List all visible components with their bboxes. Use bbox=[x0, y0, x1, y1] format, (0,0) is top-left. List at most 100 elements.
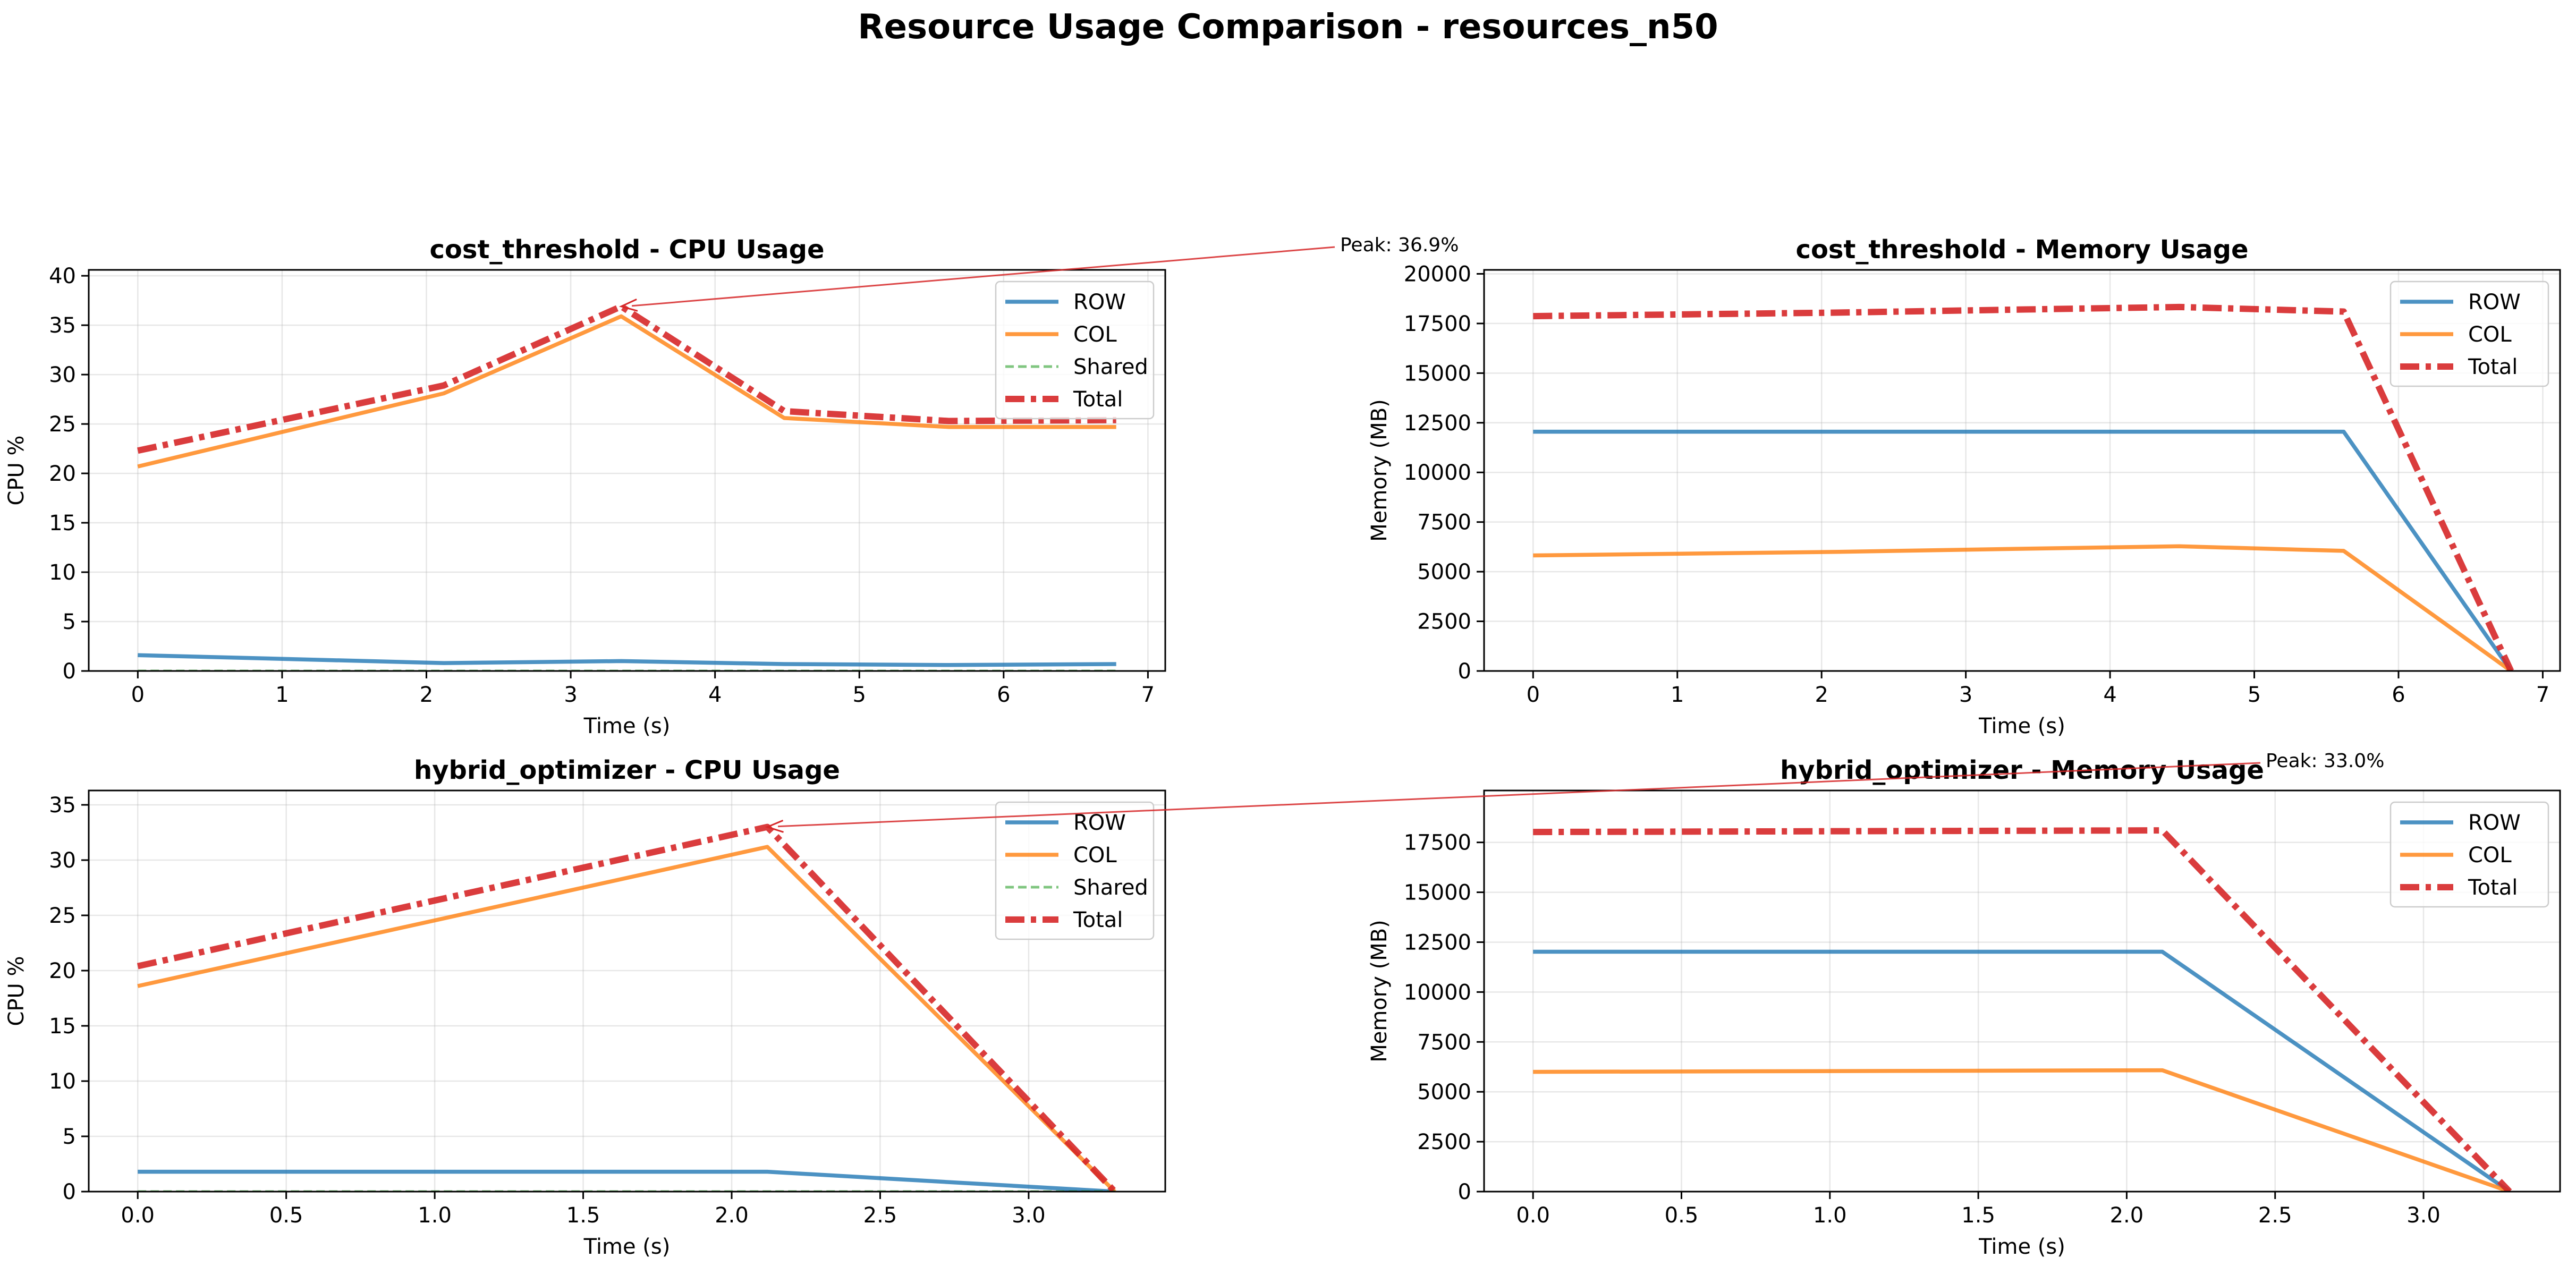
legend-label-shared: Shared bbox=[1073, 355, 1148, 379]
series-line-total bbox=[1533, 303, 2514, 671]
series-lines bbox=[1533, 303, 2514, 671]
peak-arrow-line bbox=[778, 762, 2261, 828]
legend-label-row: ROW bbox=[2468, 290, 2521, 314]
y-tick-label: 20 bbox=[49, 462, 76, 486]
x-tick-label: 7 bbox=[2536, 683, 2549, 707]
axes-frame bbox=[88, 269, 1166, 672]
y-axis-label: Memory (MB) bbox=[1367, 399, 1392, 542]
chart-panel-1: 0 1 2 3 4 5 6 7 0 5 10 15 20 25 30 35 40 cost_threshold -… bbox=[4, 235, 1166, 738]
x-axis-label: Time (s) bbox=[583, 1235, 671, 1259]
series-line-row bbox=[1533, 429, 2513, 671]
x-tick-label: 6 bbox=[997, 683, 1010, 707]
x-axis-label: Time (s) bbox=[1978, 714, 2065, 738]
series-lines bbox=[1533, 827, 2512, 1192]
y-tick-label: 0 bbox=[63, 1180, 76, 1204]
legend-label-row: ROW bbox=[1073, 811, 1126, 835]
y-tick-label: 0 bbox=[63, 659, 76, 684]
peak-annotation-label: Peak: 36.9% bbox=[1340, 234, 1459, 256]
chart-panel-3: 0.0 0.5 1.0 1.5 2.0 2.5 3.0 0 5 10 15 20 25 30 35 hybri… bbox=[4, 755, 1166, 1259]
x-tick-label: 0.0 bbox=[121, 1203, 155, 1228]
x-tick-label: 0.0 bbox=[1516, 1203, 1550, 1228]
x-tick-label: 0.5 bbox=[269, 1203, 303, 1228]
x-tick-label: 1 bbox=[1671, 683, 1684, 707]
x-tick-label: 1.5 bbox=[1961, 1203, 1995, 1228]
x-tick-label: 2 bbox=[1815, 683, 1828, 707]
x-tick-label: 0 bbox=[1527, 683, 1540, 707]
legend-label-row: ROW bbox=[1073, 290, 1126, 314]
y-tick-label: 15 bbox=[49, 1014, 76, 1039]
y-tick-label: 20 bbox=[49, 959, 76, 983]
axes-frame bbox=[88, 789, 1166, 1193]
y-tick-label: 35 bbox=[49, 793, 76, 818]
y-tick-label: 15000 bbox=[1404, 361, 1471, 386]
y-tick-label: 25 bbox=[49, 412, 76, 437]
y-tick-label: 2500 bbox=[1417, 610, 1471, 634]
chart-panel-2: 0 1 2 3 4 5 6 7 0 2500 5000 7500 10000 12500 15000 1750… bbox=[1367, 235, 2561, 738]
series-line-col bbox=[137, 845, 1116, 1192]
y-tick-label: 17500 bbox=[1404, 831, 1471, 855]
series-line-total bbox=[137, 303, 1116, 454]
legend: ROW COL Total bbox=[2389, 280, 2549, 387]
axes-frame bbox=[1483, 789, 2561, 1193]
x-tick-label: 3.0 bbox=[2406, 1203, 2441, 1228]
x-tick-label: 2.5 bbox=[2258, 1203, 2292, 1228]
x-tick-label: 7 bbox=[1141, 683, 1155, 707]
legend-label-shared: Shared bbox=[1073, 876, 1148, 900]
legend-label-total: Total bbox=[1073, 387, 1123, 412]
y-axis-label: CPU % bbox=[4, 956, 29, 1026]
legend-label-col: COL bbox=[2468, 322, 2512, 347]
y-axis-label: CPU % bbox=[4, 435, 29, 505]
y-tick-label: 2500 bbox=[1417, 1130, 1471, 1154]
legend-label-col: COL bbox=[1073, 322, 1117, 347]
peak-annotation: Peak: 33.0% bbox=[765, 750, 2384, 833]
y-tick-label: 30 bbox=[49, 848, 76, 873]
x-tick-label: 3 bbox=[564, 683, 577, 707]
x-tick-label: 1.5 bbox=[566, 1203, 600, 1228]
y-tick-label: 7500 bbox=[1417, 1030, 1471, 1055]
peak-arrow-head bbox=[618, 298, 638, 312]
chart-panel-4: 0.0 0.5 1.0 1.5 2.0 2.5 3.0 0 2500 5000 7500 10000 1… bbox=[1367, 755, 2561, 1259]
series-line-row bbox=[138, 653, 1116, 667]
x-tick-label: 2.5 bbox=[863, 1203, 897, 1228]
y-tick-label: 10 bbox=[49, 1069, 76, 1094]
x-tick-label: 1.0 bbox=[418, 1203, 452, 1228]
peak-annotation: Peak: 36.9% bbox=[618, 234, 1459, 312]
x-axis-label: Time (s) bbox=[583, 714, 671, 738]
y-tick-label: 25 bbox=[49, 904, 76, 928]
series-line-col bbox=[137, 314, 1116, 469]
legend-box bbox=[995, 280, 1155, 420]
y-tick-label: 30 bbox=[49, 363, 76, 387]
y-tick-label: 15000 bbox=[1404, 881, 1471, 905]
legend-label-total: Total bbox=[2468, 355, 2518, 379]
x-tick-label: 2.0 bbox=[2110, 1203, 2144, 1228]
series-line-row bbox=[1533, 949, 2511, 1192]
series-lines bbox=[137, 303, 1116, 671]
legend-box bbox=[2389, 280, 2549, 387]
x-tick-label: 0 bbox=[131, 683, 145, 707]
y-tick-label: 40 bbox=[49, 264, 76, 288]
y-tick-label: 10 bbox=[49, 560, 76, 585]
legend-label-total: Total bbox=[1073, 908, 1123, 932]
x-tick-label: 2 bbox=[420, 683, 433, 707]
peak-annotations: Peak: 36.9% Peak: 33.0% bbox=[618, 234, 2384, 833]
peak-annotation-label: Peak: 33.0% bbox=[2266, 750, 2384, 772]
legend-box bbox=[995, 801, 1155, 940]
y-tick-label: 10000 bbox=[1404, 980, 1471, 1005]
x-tick-label: 5 bbox=[2248, 683, 2261, 707]
y-tick-label: 0 bbox=[1458, 659, 1471, 684]
peak-arrow-head bbox=[765, 819, 784, 833]
peak-arrow-line bbox=[632, 246, 1335, 307]
x-tick-label: 1 bbox=[275, 683, 289, 707]
legend-box bbox=[2389, 801, 2549, 908]
y-tick-label: 7500 bbox=[1417, 511, 1471, 535]
y-tick-label: 5 bbox=[63, 610, 76, 634]
x-tick-label: 1.0 bbox=[1813, 1203, 1847, 1228]
y-tick-label: 0 bbox=[1458, 1180, 1471, 1204]
y-tick-label: 20000 bbox=[1404, 262, 1471, 286]
y-tick-label: 17500 bbox=[1404, 312, 1471, 336]
subplot-title: hybrid_optimizer - CPU Usage bbox=[414, 755, 840, 785]
x-tick-label: 3 bbox=[1959, 683, 1972, 707]
y-tick-label: 12500 bbox=[1404, 411, 1471, 436]
